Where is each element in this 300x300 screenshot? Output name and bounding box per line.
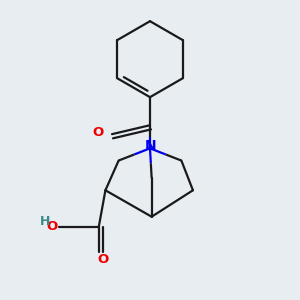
- Text: O: O: [46, 220, 57, 233]
- Text: O: O: [92, 126, 104, 139]
- Text: N: N: [145, 139, 156, 153]
- Text: H: H: [40, 215, 50, 229]
- Text: O: O: [97, 254, 108, 266]
